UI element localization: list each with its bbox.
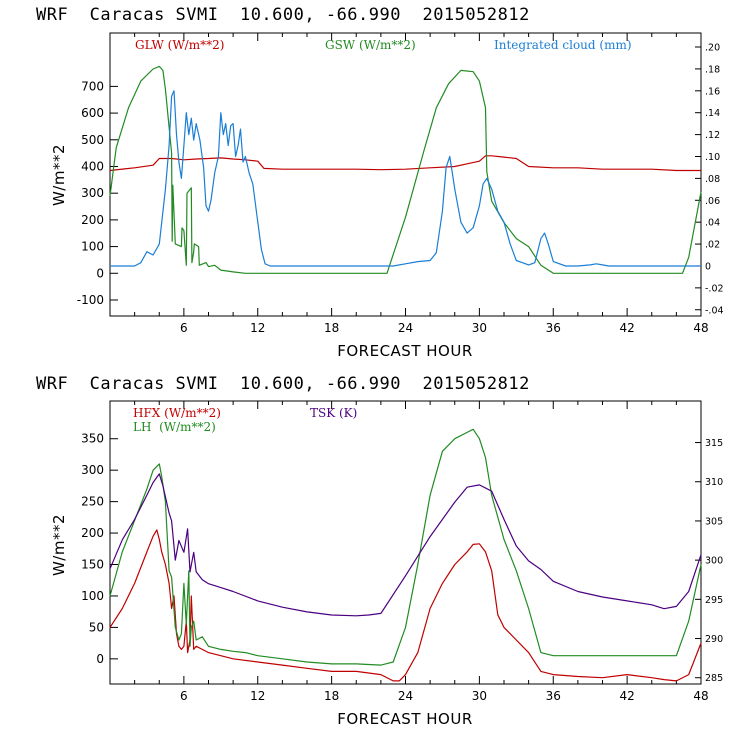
x-tick-label: 6: [180, 689, 188, 703]
y2-tick-label: 0: [705, 261, 711, 272]
y-tick-label: 700: [81, 79, 104, 93]
y2-tick-label: 290: [705, 634, 723, 645]
x-tick-label: 12: [250, 321, 265, 335]
series-line-gsw: [109, 65, 702, 274]
legend-tsk: TSK (K): [310, 406, 357, 420]
x-tick-label: 30: [472, 689, 487, 703]
y2-tick-label: .18: [705, 64, 720, 75]
y-tick-label: -100: [77, 293, 104, 307]
series-line-integrated: [110, 90, 701, 267]
bottom-panel-title: WRF Caracas SVMI 10.600, -66.990 2015052…: [36, 374, 530, 394]
y-tick-label: 200: [81, 213, 104, 227]
y-tick-label: 500: [81, 133, 104, 147]
top-panel-title: WRF Caracas SVMI 10.600, -66.990 2015052…: [36, 5, 530, 25]
top-y-axis: -100 0 100 200 300 400 500 600 700: [77, 79, 118, 307]
legend-glw: GLW (W/m**2): [135, 38, 224, 52]
bottom-y-axis-label: W/m**2: [50, 514, 68, 576]
top-x-axis: 6 12 18 24 30 36 42 48: [134, 33, 709, 335]
bottom-y2-axis: 285 290 295 300 305 310 315: [695, 438, 723, 684]
x-tick-label: 24: [398, 689, 413, 703]
y2-tick-label: .04: [705, 218, 720, 229]
y2-tick-label: 305: [705, 516, 723, 527]
top-series-lines: [109, 65, 702, 274]
x-tick-label: 48: [693, 689, 708, 703]
bottom-x-axis-label: FORECAST HOUR: [337, 710, 473, 728]
x-tick-label: 30: [472, 321, 487, 335]
y2-tick-label: .14: [705, 108, 720, 119]
y-tick-label: 0: [96, 652, 104, 666]
y2-tick-label: -.04: [705, 305, 724, 316]
y2-tick-label: .16: [705, 86, 720, 97]
top-y2-axis: -.04 -.02 0 .02 .04 .06 .08 .10 .12 .14 .16 .18 .20: [695, 43, 724, 316]
y2-tick-label: -.02: [705, 283, 724, 294]
y2-tick-label: .02: [705, 240, 720, 251]
y-tick-label: 350: [81, 432, 104, 446]
x-tick-label: 6: [180, 321, 188, 335]
y-tick-label: 600: [81, 106, 104, 120]
y2-tick-label: .06: [705, 196, 720, 207]
bottom-panel: WRF Caracas SVMI 10.600, -66.990 2015052…: [36, 374, 723, 728]
legend-gsw: GSW (W/m**2): [325, 38, 416, 52]
x-tick-label: 18: [324, 689, 339, 703]
series-line-hfx: [109, 529, 702, 682]
top-x-axis-label: FORECAST HOUR: [337, 342, 473, 360]
bottom-plot-frame: [109, 400, 702, 685]
legend-integrated-cloud: Integrated cloud (mm): [494, 38, 632, 52]
legend-lh: LH (W/m**2): [133, 420, 216, 434]
y-tick-label: 400: [81, 159, 104, 173]
top-y-axis-label: W/m**2: [50, 144, 68, 206]
top-panel: WRF Caracas SVMI 10.600, -66.990 2015052…: [36, 5, 724, 360]
y-tick-label: 300: [81, 463, 104, 477]
x-tick-label: 24: [398, 321, 413, 335]
y2-tick-label: .20: [705, 43, 720, 54]
y2-tick-label: .08: [705, 174, 720, 185]
series-line-lh: [109, 428, 702, 666]
y2-tick-label: .10: [705, 152, 720, 163]
y2-tick-label: 300: [705, 556, 723, 567]
x-tick-label: 36: [546, 689, 561, 703]
y2-tick-label: 315: [705, 438, 723, 449]
y-tick-label: 300: [81, 186, 104, 200]
y2-tick-label: 285: [705, 673, 723, 684]
x-tick-label: 36: [546, 321, 561, 335]
bottom-y-axis: 0 50 100 150 200 250 300 350: [81, 432, 118, 666]
x-tick-label: 12: [250, 689, 265, 703]
x-tick-label: 18: [324, 321, 339, 335]
y-tick-label: 100: [81, 240, 104, 254]
y-tick-label: 250: [81, 495, 104, 509]
x-tick-label: 42: [619, 321, 634, 335]
y-tick-label: 100: [81, 589, 104, 603]
y-tick-label: 200: [81, 526, 104, 540]
bottom-x-axis: 6 12 18 24 30 36 42 48: [134, 401, 709, 703]
y2-tick-label: 295: [705, 595, 723, 606]
y-tick-label: 150: [81, 558, 104, 572]
legend-hfx: HFX (W/m**2): [133, 406, 221, 420]
x-tick-label: 42: [619, 689, 634, 703]
y-tick-label: 0: [96, 266, 104, 280]
series-line-tsk: [109, 473, 702, 617]
bottom-series-lines: [109, 428, 702, 682]
x-tick-label: 48: [693, 321, 708, 335]
series-line-glw: [109, 155, 701, 172]
y2-tick-label: .12: [705, 130, 720, 141]
y2-tick-label: 310: [705, 477, 723, 488]
y-tick-label: 50: [89, 620, 104, 634]
